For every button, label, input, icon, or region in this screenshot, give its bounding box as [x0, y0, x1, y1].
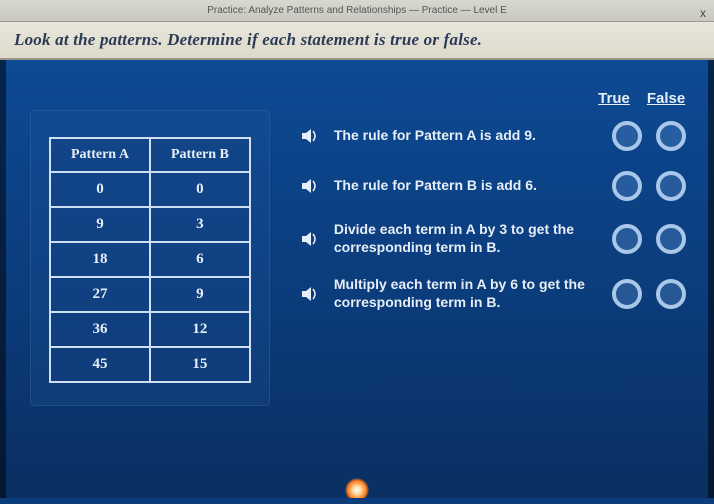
- cell-a: 36: [50, 312, 150, 347]
- statement-text: The rule for Pattern B is add 6.: [334, 177, 602, 195]
- window-titlebar: Practice: Analyze Patterns and Relations…: [0, 0, 714, 22]
- close-icon[interactable]: x: [700, 2, 706, 24]
- choice-true[interactable]: [612, 224, 642, 254]
- choice-false[interactable]: [656, 171, 686, 201]
- statement-row: Multiply each term in A by 6 to get the …: [300, 276, 694, 311]
- statement-row: Divide each term in A by 3 to get the co…: [300, 221, 694, 256]
- cell-b: 15: [150, 347, 250, 382]
- table-row: 0 0: [50, 172, 250, 207]
- cell-b: 9: [150, 277, 250, 312]
- choice-group: [612, 224, 694, 254]
- cell-b: 0: [150, 172, 250, 207]
- cell-a: 9: [50, 207, 150, 242]
- statement-row: The rule for Pattern A is add 9.: [300, 121, 694, 151]
- speaker-icon[interactable]: [300, 125, 324, 147]
- cell-a: 45: [50, 347, 150, 382]
- table-row: 45 15: [50, 347, 250, 382]
- cell-b: 6: [150, 242, 250, 277]
- tf-header: True False: [300, 90, 694, 107]
- col-header-b: Pattern B: [150, 138, 250, 172]
- table-row: 18 6: [50, 242, 250, 277]
- cell-a: 18: [50, 242, 150, 277]
- speaker-icon[interactable]: [300, 175, 324, 197]
- col-header-a: Pattern A: [50, 138, 150, 172]
- table-row: 27 9: [50, 277, 250, 312]
- choice-group: [612, 279, 694, 309]
- cell-a: 27: [50, 277, 150, 312]
- choice-true[interactable]: [612, 279, 642, 309]
- pattern-table-panel: Pattern A Pattern B 0 0 9 3 18 6 2: [30, 110, 270, 406]
- statement-row: The rule for Pattern B is add 6.: [300, 171, 694, 201]
- choice-group: [612, 171, 694, 201]
- speaker-icon[interactable]: [300, 283, 324, 305]
- statement-text: The rule for Pattern A is add 9.: [334, 127, 602, 145]
- pattern-table: Pattern A Pattern B 0 0 9 3 18 6 2: [49, 137, 251, 383]
- cell-a: 0: [50, 172, 150, 207]
- header-true: True: [594, 90, 634, 107]
- choice-false[interactable]: [656, 224, 686, 254]
- statement-text: Divide each term in A by 3 to get the co…: [334, 221, 602, 256]
- table-row: 9 3: [50, 207, 250, 242]
- cell-b: 12: [150, 312, 250, 347]
- screen-edge-left: [0, 60, 6, 498]
- choice-false[interactable]: [656, 279, 686, 309]
- table-row: 36 12: [50, 312, 250, 347]
- choice-true[interactable]: [612, 121, 642, 151]
- choice-group: [612, 121, 694, 151]
- window-title: Practice: Analyze Patterns and Relations…: [207, 5, 507, 16]
- statement-text: Multiply each term in A by 6 to get the …: [334, 276, 602, 311]
- instruction-text: Look at the patterns. Determine if each …: [14, 30, 482, 49]
- content-area: Pattern A Pattern B 0 0 9 3 18 6 2: [0, 60, 714, 498]
- instruction-bar: Look at the patterns. Determine if each …: [0, 22, 714, 60]
- cell-b: 3: [150, 207, 250, 242]
- screen-edge-right: [708, 60, 714, 498]
- statements-column: True False The rule for Pattern A is add…: [300, 90, 694, 488]
- header-false: False: [646, 90, 686, 107]
- choice-false[interactable]: [656, 121, 686, 151]
- choice-true[interactable]: [612, 171, 642, 201]
- speaker-icon[interactable]: [300, 228, 324, 250]
